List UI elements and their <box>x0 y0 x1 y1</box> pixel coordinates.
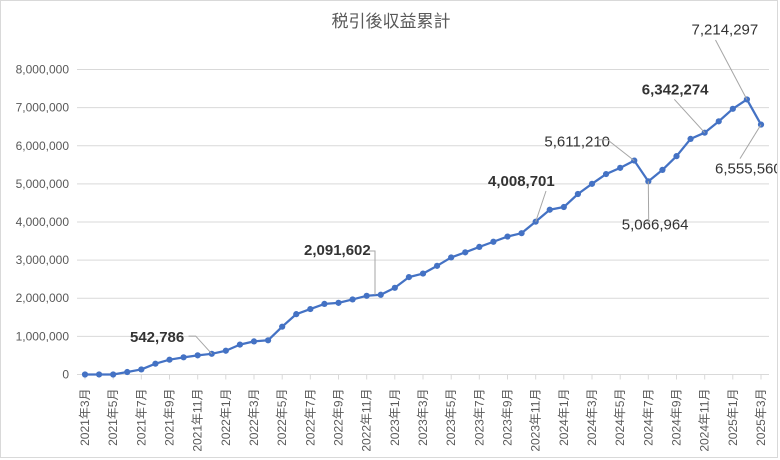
svg-text:2021年3月: 2021年3月 <box>78 389 92 446</box>
svg-text:2023年3月: 2023年3月 <box>416 389 430 446</box>
svg-text:2022年5月: 2022年5月 <box>275 389 289 446</box>
svg-text:2025年1月: 2025年1月 <box>726 389 740 446</box>
svg-text:2024年5月: 2024年5月 <box>613 389 627 446</box>
svg-text:6,000,000: 6,000,000 <box>16 139 70 153</box>
svg-text:7,000,000: 7,000,000 <box>16 101 70 115</box>
svg-text:8,000,000: 8,000,000 <box>16 63 70 77</box>
svg-text:5,611,210: 5,611,210 <box>544 133 610 150</box>
svg-text:2024年11月: 2024年11月 <box>698 389 712 452</box>
svg-text:2021年11月: 2021年11月 <box>191 389 205 452</box>
svg-text:542,786: 542,786 <box>130 329 184 346</box>
svg-text:4,000,000: 4,000,000 <box>16 215 70 229</box>
svg-text:2021年7月: 2021年7月 <box>134 389 148 446</box>
svg-text:2024年9月: 2024年9月 <box>670 389 684 446</box>
svg-text:2024年7月: 2024年7月 <box>641 389 655 446</box>
svg-text:2023年1月: 2023年1月 <box>388 389 402 446</box>
svg-text:3,000,000: 3,000,000 <box>16 253 70 267</box>
svg-text:2024年1月: 2024年1月 <box>557 389 571 446</box>
svg-text:税引後収益累計: 税引後収益累計 <box>332 12 451 31</box>
svg-text:2022年7月: 2022年7月 <box>303 389 317 446</box>
svg-text:2024年3月: 2024年3月 <box>585 389 599 446</box>
svg-text:1,000,000: 1,000,000 <box>16 329 70 343</box>
svg-text:2021年9月: 2021年9月 <box>163 389 177 446</box>
svg-text:2021年5月: 2021年5月 <box>106 389 120 446</box>
svg-text:2023年11月: 2023年11月 <box>529 389 543 452</box>
svg-text:2023年5月: 2023年5月 <box>444 389 458 446</box>
svg-text:6,342,274: 6,342,274 <box>642 81 709 98</box>
svg-text:2,000,000: 2,000,000 <box>16 291 70 305</box>
svg-text:2,091,602: 2,091,602 <box>304 242 371 259</box>
svg-text:2022年11月: 2022年11月 <box>360 389 374 452</box>
svg-text:2022年3月: 2022年3月 <box>247 389 261 446</box>
svg-text:4,008,701: 4,008,701 <box>488 173 555 190</box>
svg-text:5,066,964: 5,066,964 <box>622 217 689 234</box>
svg-text:2023年9月: 2023年9月 <box>501 389 515 446</box>
svg-text:2023年7月: 2023年7月 <box>472 389 486 446</box>
svg-text:2025年3月: 2025年3月 <box>754 389 768 446</box>
svg-text:6,555,560: 6,555,560 <box>715 160 778 177</box>
svg-text:5,000,000: 5,000,000 <box>16 177 70 191</box>
svg-text:2022年1月: 2022年1月 <box>219 389 233 446</box>
svg-text:7,214,297: 7,214,297 <box>692 22 759 39</box>
svg-text:2022年9月: 2022年9月 <box>332 389 346 446</box>
svg-text:0: 0 <box>62 368 69 382</box>
